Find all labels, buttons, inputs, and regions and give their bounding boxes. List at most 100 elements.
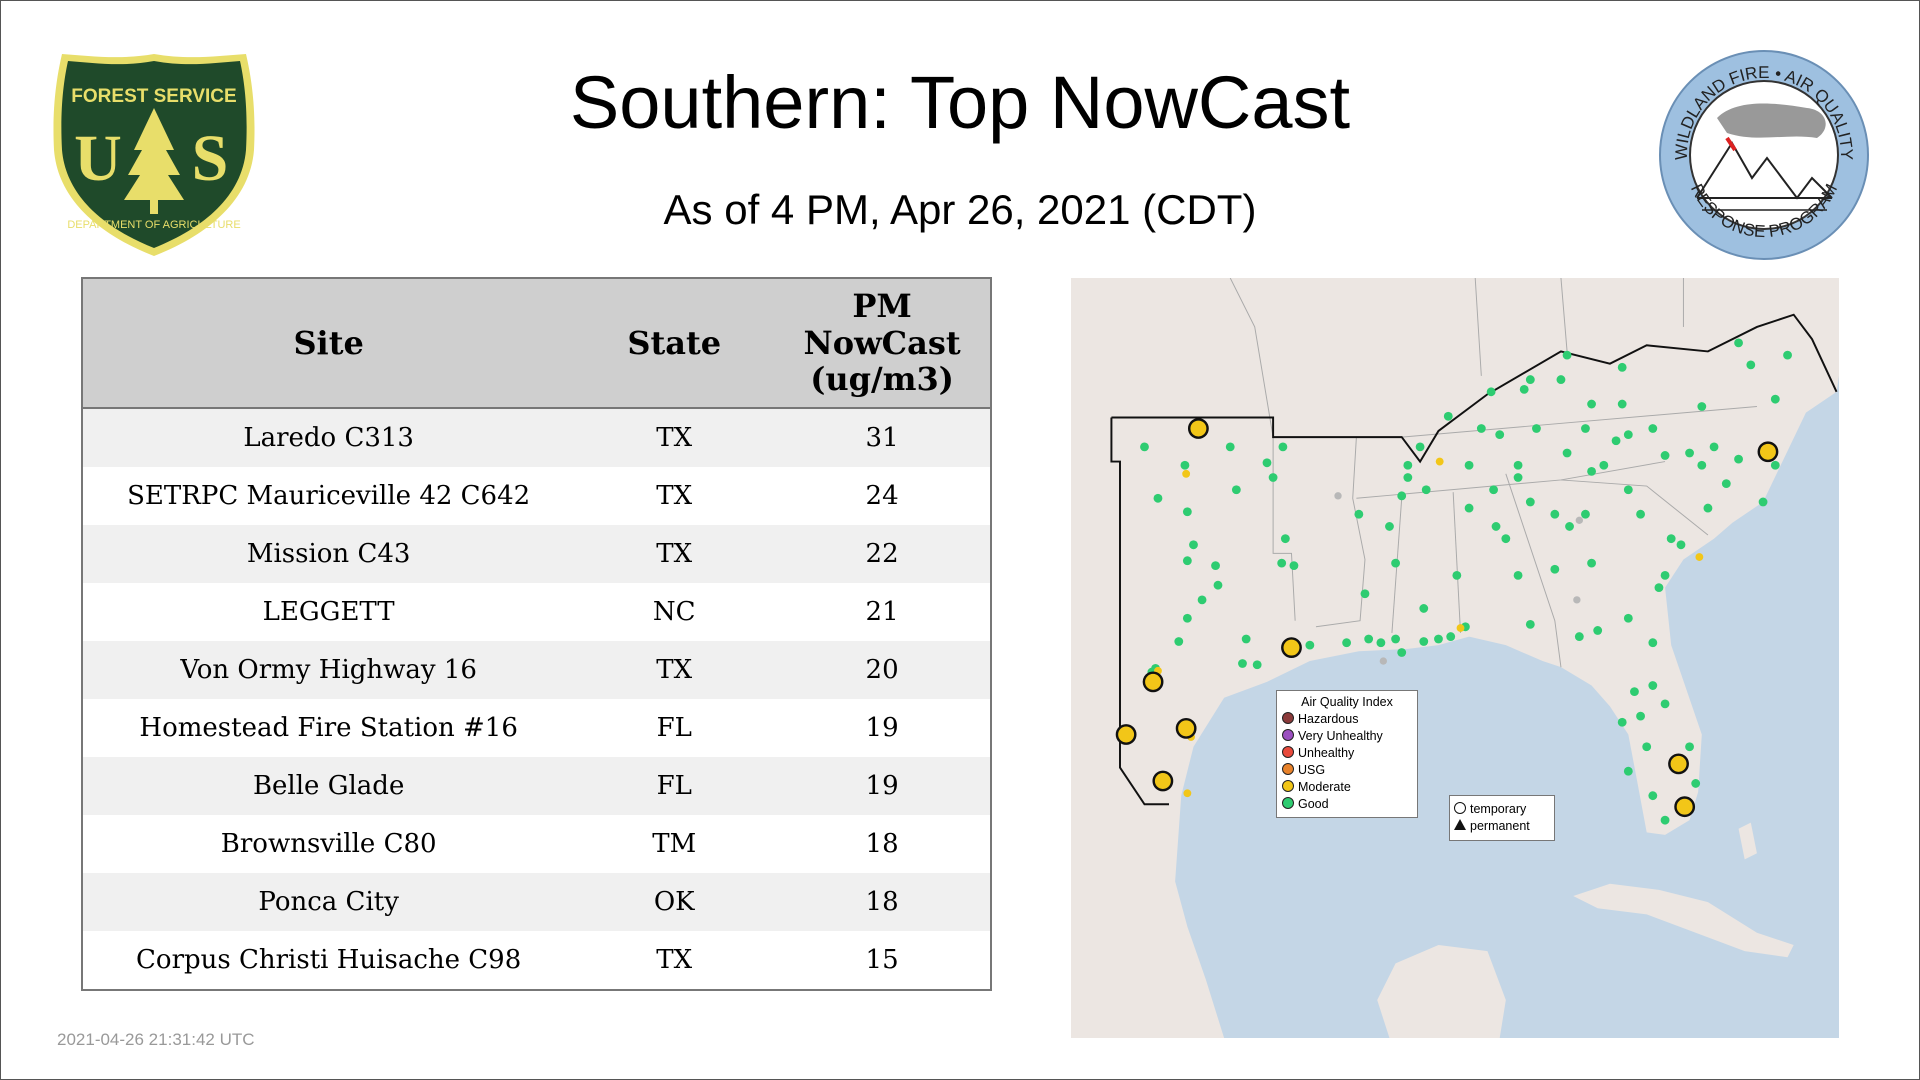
site-marker-good[interactable] [1182, 507, 1192, 517]
site-marker-good[interactable] [1491, 522, 1501, 531]
top-site-marker[interactable] [1115, 724, 1137, 745]
site-marker-good[interactable] [1721, 479, 1731, 489]
site-marker-good[interactable] [1734, 454, 1743, 464]
site-marker-good[interactable] [1611, 436, 1621, 446]
site-marker-good[interactable] [1660, 699, 1670, 709]
site-marker-good[interactable] [1513, 460, 1523, 470]
site-marker-good[interactable] [1623, 766, 1633, 776]
site-marker-nodata[interactable] [1334, 492, 1342, 500]
site-marker-good[interactable] [1153, 493, 1163, 503]
site-marker-good[interactable] [1642, 742, 1652, 752]
site-marker-good[interactable] [1636, 509, 1645, 519]
site-marker-good[interactable] [1182, 556, 1192, 566]
site-marker-good[interactable] [1587, 466, 1596, 476]
site-marker-good[interactable] [1599, 460, 1609, 470]
site-marker-good[interactable] [1225, 442, 1235, 452]
top-site-marker[interactable] [1152, 770, 1174, 792]
top-site-marker[interactable] [1281, 637, 1302, 658]
site-marker-good[interactable] [1376, 638, 1386, 648]
site-marker-good[interactable] [1238, 659, 1247, 668]
site-marker-good[interactable] [1556, 375, 1566, 384]
site-marker-good[interactable] [1452, 570, 1462, 580]
site-marker-good[interactable] [1617, 717, 1627, 727]
site-marker-good[interactable] [1443, 411, 1453, 421]
site-marker-good[interactable] [1434, 634, 1443, 644]
top-site-marker[interactable] [1674, 796, 1696, 818]
site-marker-good[interactable] [1676, 540, 1686, 550]
site-marker-good[interactable] [1734, 338, 1743, 348]
site-marker-good[interactable] [1174, 637, 1184, 646]
site-marker-good[interactable] [1574, 632, 1584, 641]
top-site-marker[interactable] [1175, 717, 1197, 739]
site-marker-good[interactable] [1342, 638, 1352, 648]
site-marker-good[interactable] [1648, 424, 1658, 433]
site-marker-moderate[interactable] [1182, 469, 1191, 478]
site-marker-moderate[interactable] [1695, 553, 1704, 561]
site-marker-good[interactable] [1685, 448, 1694, 458]
site-marker-nodata[interactable] [1575, 516, 1583, 524]
site-marker-moderate[interactable] [1435, 457, 1444, 466]
site-marker-good[interactable] [1660, 451, 1670, 460]
site-marker-good[interactable] [1252, 660, 1262, 670]
site-marker-good[interactable] [1501, 534, 1511, 544]
site-marker-good[interactable] [1617, 399, 1627, 409]
site-marker-good[interactable] [1419, 604, 1429, 613]
site-marker-good[interactable] [1476, 424, 1486, 433]
site-marker-good[interactable] [1654, 583, 1664, 593]
site-marker-good[interactable] [1231, 485, 1241, 495]
site-marker-good[interactable] [1213, 580, 1223, 590]
site-marker-good[interactable] [1630, 687, 1639, 697]
site-marker-good[interactable] [1565, 522, 1574, 531]
site-marker-good[interactable] [1513, 473, 1523, 482]
site-marker-good[interactable] [1464, 503, 1474, 513]
site-marker-good[interactable] [1140, 442, 1149, 452]
site-marker-good[interactable] [1489, 485, 1498, 495]
site-marker-good[interactable] [1648, 638, 1658, 648]
site-marker-good[interactable] [1391, 558, 1401, 568]
site-marker-good[interactable] [1262, 458, 1272, 468]
site-marker-good[interactable] [1685, 742, 1694, 752]
site-marker-good[interactable] [1593, 626, 1603, 635]
site-marker-good[interactable] [1421, 485, 1431, 495]
site-marker-nodata[interactable] [1379, 657, 1388, 665]
site-marker-good[interactable] [1550, 509, 1560, 519]
site-marker-good[interactable] [1581, 424, 1590, 433]
site-marker-good[interactable] [1525, 497, 1535, 507]
site-marker-good[interactable] [1532, 424, 1541, 433]
site-marker-good[interactable] [1623, 485, 1633, 495]
aqi-map[interactable]: Air Quality Index Hazardous Very Unhealth… [1071, 277, 1839, 1038]
site-marker-good[interactable] [1391, 634, 1401, 644]
site-marker-good[interactable] [1525, 375, 1535, 384]
site-marker-good[interactable] [1697, 402, 1707, 411]
site-marker-good[interactable] [1289, 561, 1299, 571]
site-marker-moderate[interactable] [1456, 624, 1465, 632]
site-marker-good[interactable] [1211, 561, 1220, 571]
site-marker-good[interactable] [1525, 619, 1535, 629]
site-marker-good[interactable] [1278, 442, 1288, 452]
site-marker-good[interactable] [1703, 503, 1713, 513]
site-marker-good[interactable] [1660, 570, 1670, 580]
top-site-marker[interactable] [1668, 753, 1689, 775]
site-marker-good[interactable] [1197, 595, 1207, 605]
site-marker-good[interactable] [1513, 570, 1523, 580]
site-marker-good[interactable] [1648, 791, 1658, 801]
site-marker-good[interactable] [1519, 384, 1529, 394]
site-marker-good[interactable] [1666, 534, 1676, 544]
top-site-marker[interactable] [1757, 441, 1779, 463]
site-marker-good[interactable] [1385, 522, 1394, 531]
site-marker-good[interactable] [1746, 360, 1756, 370]
site-marker-good[interactable] [1397, 648, 1407, 657]
site-marker-good[interactable] [1189, 540, 1198, 550]
site-marker-good[interactable] [1403, 473, 1413, 482]
site-marker-good[interactable] [1587, 558, 1596, 568]
site-marker-good[interactable] [1280, 534, 1290, 544]
site-marker-nodata[interactable] [1573, 596, 1581, 604]
site-marker-good[interactable] [1419, 637, 1429, 646]
site-marker-good[interactable] [1360, 589, 1370, 599]
site-marker-good[interactable] [1403, 460, 1413, 470]
site-marker-good[interactable] [1486, 387, 1496, 397]
site-marker-good[interactable] [1415, 442, 1425, 452]
site-marker-good[interactable] [1354, 509, 1364, 519]
site-marker-good[interactable] [1550, 564, 1560, 574]
site-marker-good[interactable] [1182, 613, 1192, 623]
